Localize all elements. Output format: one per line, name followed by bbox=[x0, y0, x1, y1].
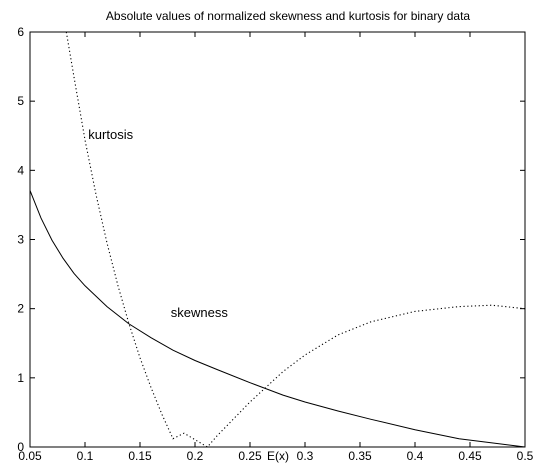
y-axis: 0 1 2 3 4 5 6 bbox=[17, 25, 525, 454]
series-layer bbox=[29, 31, 526, 448]
x-tick-label-9: 0.5 bbox=[517, 449, 534, 463]
x-tick-label-4: 0.25 bbox=[238, 449, 262, 463]
x-tick-label-3: 0.2 bbox=[187, 449, 204, 463]
annotation-layer: kurtosis skewness bbox=[88, 127, 228, 320]
annotation-kurtosis: kurtosis bbox=[88, 127, 133, 142]
x-axis-label: E(x) bbox=[267, 449, 289, 463]
annotation-skewness: skewness bbox=[171, 305, 229, 320]
x-axis: 0.05 0.1 0.15 0.2 0.25 0.3 0.35 0.4 0.45 0.5 bbox=[18, 32, 534, 463]
kurtosis-line bbox=[65, 31, 526, 448]
plot-area bbox=[29, 31, 526, 448]
y-tick-label-3: 3 bbox=[17, 233, 24, 247]
x-tick-label-1: 0.1 bbox=[77, 449, 94, 463]
y-tick-label-6: 6 bbox=[17, 25, 24, 39]
skewness-line bbox=[29, 190, 526, 448]
y-tick-label-4: 4 bbox=[17, 163, 24, 177]
x-tick-label-0: 0.05 bbox=[18, 449, 42, 463]
y-tick-label-1: 1 bbox=[17, 371, 24, 385]
y-tick-label-5: 5 bbox=[17, 94, 24, 108]
x-tick-label-7: 0.4 bbox=[407, 449, 424, 463]
chart-title: Absolute values of normalized skewness a… bbox=[106, 9, 471, 23]
x-tick-label-5: 0.3 bbox=[297, 449, 314, 463]
x-tick-label-6: 0.35 bbox=[348, 449, 372, 463]
y-tick-label-2: 2 bbox=[17, 302, 24, 316]
x-tick-label-8: 0.45 bbox=[458, 449, 482, 463]
x-tick-label-2: 0.15 bbox=[128, 449, 152, 463]
y-tick-label-0: 0 bbox=[17, 440, 24, 454]
